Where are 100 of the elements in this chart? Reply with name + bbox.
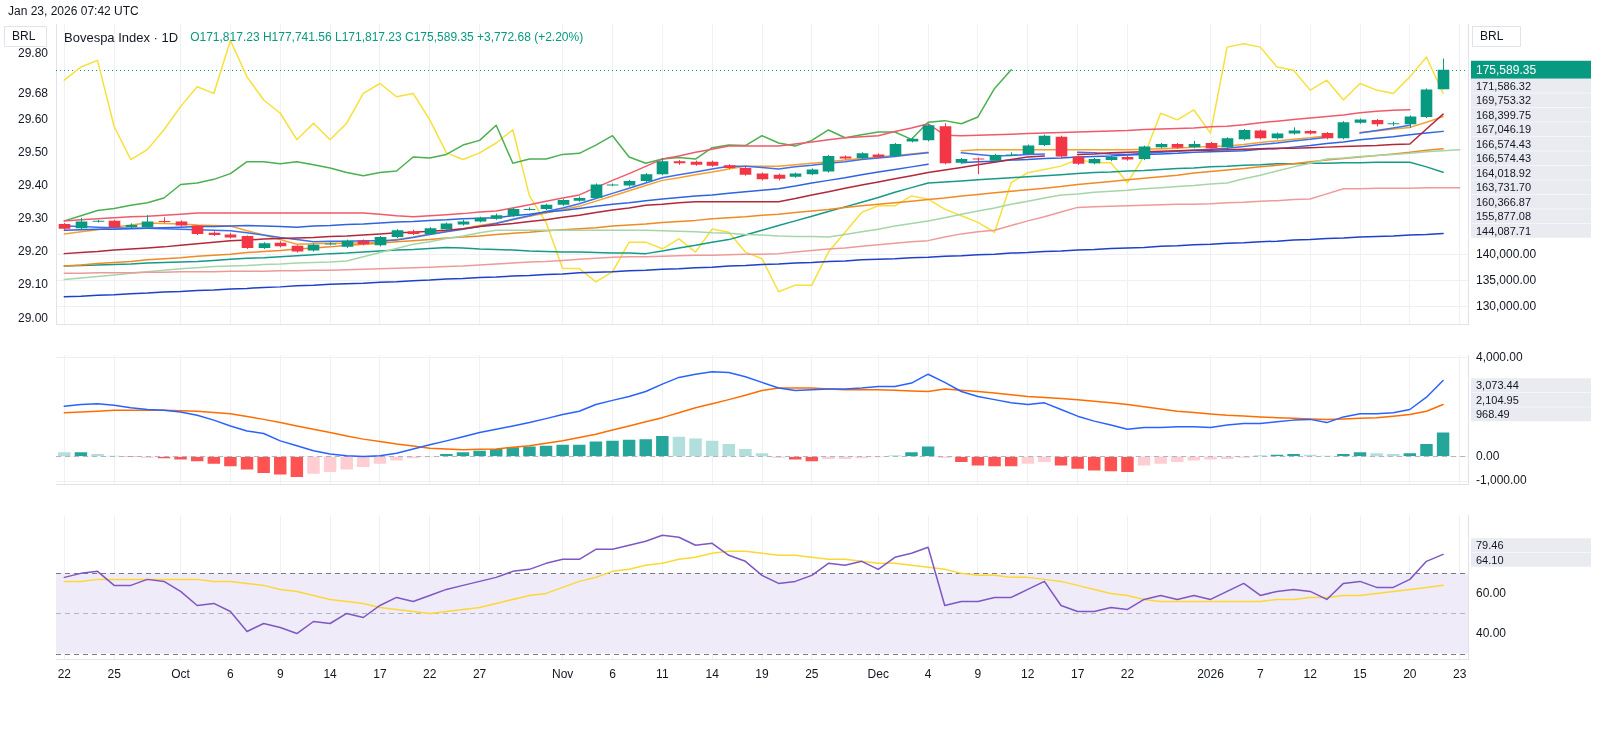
bar <box>606 440 619 456</box>
text: Bovespa Index · 1D <box>64 29 179 45</box>
bar <box>689 438 702 456</box>
bar <box>988 456 1001 467</box>
x-tick-label: 25 <box>107 667 122 682</box>
text: 167,046.19 <box>1476 123 1532 136</box>
x-tick-label: 25 <box>805 667 819 682</box>
bar <box>622 439 636 456</box>
bar <box>955 456 968 463</box>
text: 144,087.71 <box>1476 224 1532 237</box>
bar <box>1071 456 1084 469</box>
y-tick-label: 140,000.00 <box>1476 246 1537 261</box>
candlestick <box>1337 120 1350 140</box>
bar <box>705 440 719 456</box>
bar <box>373 456 387 464</box>
bar <box>1021 456 1035 464</box>
x-tick-label: Nov <box>551 667 574 682</box>
bar <box>672 436 686 456</box>
bar <box>556 444 569 456</box>
x-tick-label: 4 <box>924 667 932 682</box>
x-tick-label: 22 <box>57 667 72 682</box>
bar <box>456 452 470 456</box>
x-tick-label: 17 <box>373 667 387 682</box>
bar <box>207 456 221 464</box>
text: 64.10 <box>1476 553 1504 566</box>
x-tick-label: 15 <box>1353 667 1368 682</box>
y-tick-label: -1,000.00 <box>1476 473 1528 488</box>
y-tick-label: 130,000.00 <box>1476 298 1537 313</box>
bar <box>1187 456 1201 461</box>
bar <box>539 445 553 456</box>
x-tick-label: Dec <box>867 667 889 682</box>
bar <box>1121 456 1134 472</box>
bar <box>1420 444 1433 456</box>
y2-tick-label: 29.10 <box>17 277 49 292</box>
bar <box>224 456 237 467</box>
bar <box>74 452 88 456</box>
x-tick-label: 12 <box>1021 667 1035 682</box>
bar <box>656 435 669 456</box>
bar <box>1104 456 1118 472</box>
bar <box>257 456 270 473</box>
annotation: O171,817.23 H177,741.56 L171,817.23 C175,589.35 +3,772.68 (+2.20%) <box>190 30 584 45</box>
x-tick-label: 7 <box>1257 667 1265 682</box>
x-tick-label: Oct <box>171 667 191 682</box>
bar <box>1154 456 1167 464</box>
text: 164,018.92 <box>1476 166 1532 179</box>
bar <box>1436 432 1450 456</box>
text: 968.49 <box>1476 408 1510 421</box>
bar <box>1353 452 1367 456</box>
x-tick-label: 14 <box>705 667 720 682</box>
bar <box>340 456 353 470</box>
bar <box>755 453 769 456</box>
text: Jan 23, 2026 07:42 UTC <box>8 4 140 19</box>
bar <box>290 456 304 477</box>
x-tick-label: 17 <box>1070 667 1085 682</box>
y2-tick-label: 29.40 <box>17 178 49 193</box>
x-tick-label: 6 <box>227 667 235 682</box>
bar <box>390 456 403 461</box>
text: 168,399.75 <box>1476 108 1532 121</box>
x-tick-label: 14 <box>323 667 338 682</box>
x-tick-label: 22 <box>1120 667 1135 682</box>
bar <box>1403 453 1417 456</box>
bar <box>523 446 536 456</box>
text: 3,073.44 <box>1476 379 1519 392</box>
y-tick-label: 40.00 <box>1476 625 1507 640</box>
x-tick-label: 22 <box>423 667 437 682</box>
bar <box>1004 456 1018 467</box>
text: 163,731.70 <box>1476 181 1532 194</box>
y-tick-label: 0.00 <box>1476 448 1500 463</box>
y-tick-label: 60.00 <box>1476 585 1507 600</box>
x-tick-label: 23 <box>1453 667 1467 682</box>
text: 160,366.87 <box>1476 195 1532 208</box>
y-tick-label: 4,000.00 <box>1476 349 1524 364</box>
bar <box>1088 456 1101 471</box>
y2-tick-label: 29.20 <box>17 244 49 259</box>
x-tick-label: 20 <box>1403 667 1417 682</box>
bar <box>639 439 652 456</box>
x-tick-label: 19 <box>755 667 769 682</box>
bar <box>174 456 187 460</box>
bar <box>274 456 287 475</box>
bar <box>971 456 985 466</box>
x-tick-label: 6 <box>609 667 617 682</box>
y2-tick-label: 29.50 <box>17 145 49 160</box>
bar <box>473 450 486 456</box>
x-tick-label: 2026 <box>1197 667 1225 682</box>
x-tick-label: 27 <box>472 667 487 682</box>
bar <box>722 444 736 456</box>
bar <box>1038 456 1051 463</box>
text: 79.46 <box>1476 539 1504 552</box>
y2-axis-title: BRL <box>12 29 36 44</box>
text: 166,574.43 <box>1476 137 1532 150</box>
y2-tick-label: 29.80 <box>17 46 49 61</box>
text: 2,104.95 <box>1476 393 1519 406</box>
candlestick <box>523 206 536 212</box>
bar <box>589 441 603 456</box>
x-tick-label: 12 <box>1303 667 1318 682</box>
bar <box>1370 453 1383 456</box>
y-axis-title: BRL <box>1480 29 1504 44</box>
bar <box>1171 456 1184 463</box>
text: 155,877.08 <box>1476 210 1532 223</box>
bar <box>1204 456 1217 460</box>
